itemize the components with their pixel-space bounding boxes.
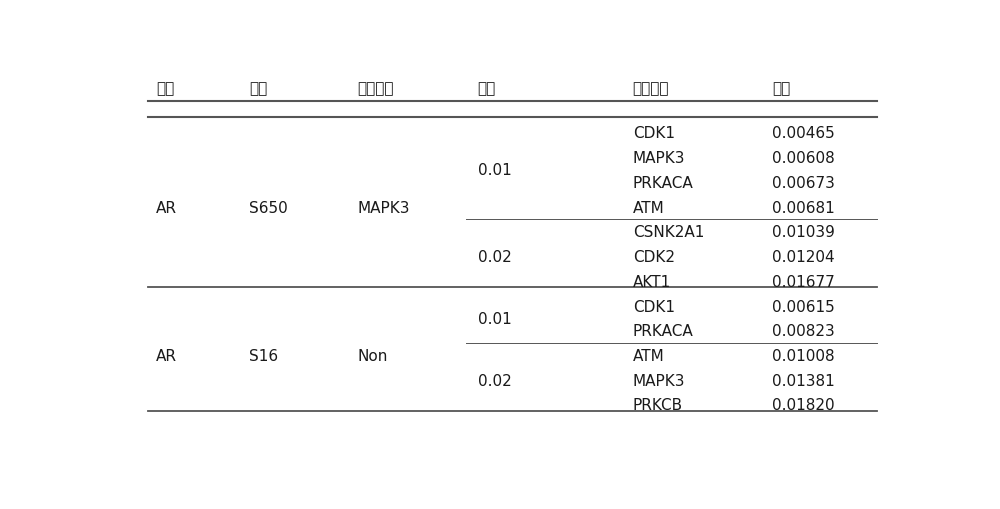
Text: 真实激酶: 真实激酶 [358,81,394,96]
Text: CDK2: CDK2 [633,249,675,265]
Text: MAPK3: MAPK3 [633,151,685,166]
Text: AR: AR [156,200,177,215]
Text: MAPK3: MAPK3 [358,200,410,215]
Text: 0.00673: 0.00673 [772,176,835,190]
Text: 0.00615: 0.00615 [772,299,835,314]
Text: MAPK3: MAPK3 [633,373,685,388]
Text: Non: Non [358,348,388,363]
Text: CDK1: CDK1 [633,126,675,141]
Text: 0.01381: 0.01381 [772,373,835,388]
Text: 底物: 底物 [156,81,174,96]
Text: 0.01: 0.01 [478,312,511,326]
Text: 0.00681: 0.00681 [772,200,835,215]
Text: 0.01039: 0.01039 [772,225,835,240]
Text: PRKACA: PRKACA [633,176,693,190]
Text: 位点: 位点 [249,81,267,96]
Text: 0.00465: 0.00465 [772,126,835,141]
Text: CDK1: CDK1 [633,299,675,314]
Text: PRKACA: PRKACA [633,324,693,338]
Text: ATM: ATM [633,200,664,215]
Text: 打分: 打分 [772,81,790,96]
Text: CSNK2A1: CSNK2A1 [633,225,704,240]
Text: 0.02: 0.02 [478,373,511,388]
Text: 0.01: 0.01 [478,163,511,178]
Text: 0.01008: 0.01008 [772,348,835,363]
Text: 0.01820: 0.01820 [772,398,835,413]
Text: 0.00823: 0.00823 [772,324,835,338]
Text: PRKCB: PRKCB [633,398,683,413]
Text: AR: AR [156,348,177,363]
Text: AKT1: AKT1 [633,274,671,289]
Text: 0.02: 0.02 [478,249,511,265]
Text: S16: S16 [249,348,278,363]
Text: S650: S650 [249,200,288,215]
Text: 预测激酶: 预测激酶 [633,81,669,96]
Text: 0.00608: 0.00608 [772,151,835,166]
Text: ATM: ATM [633,348,664,363]
Text: 0.01204: 0.01204 [772,249,835,265]
Text: 阈值: 阈值 [478,81,496,96]
Text: 0.01677: 0.01677 [772,274,835,289]
